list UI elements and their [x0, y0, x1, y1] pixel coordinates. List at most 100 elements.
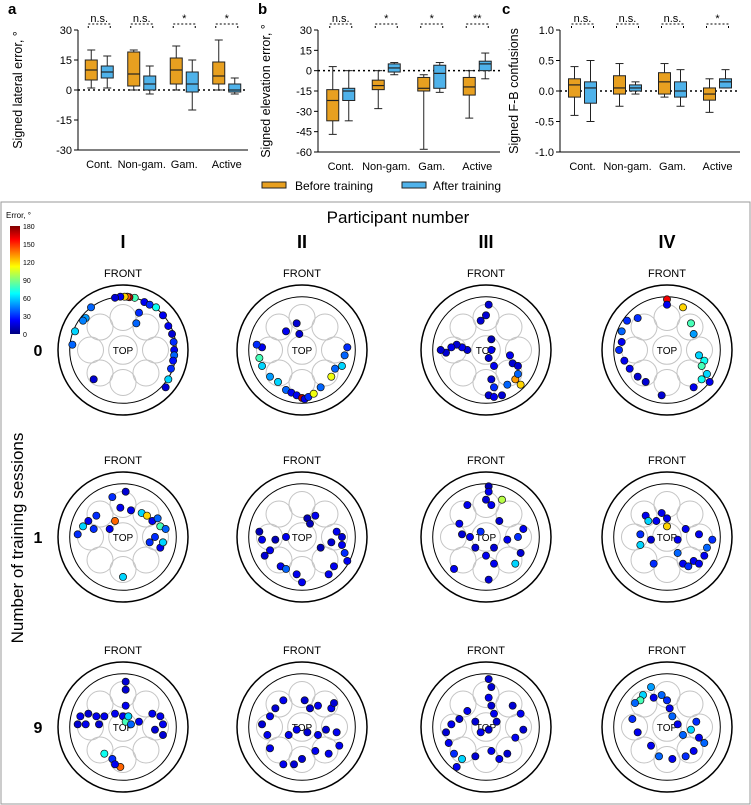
response-point [487, 375, 496, 384]
box-before [568, 78, 581, 98]
map-front-label: FRONT [283, 455, 321, 467]
response-point [503, 535, 512, 544]
map-front-label: FRONT [467, 268, 505, 280]
response-point [164, 375, 173, 384]
response-point [156, 712, 165, 721]
guide-circle [630, 546, 658, 574]
response-point [625, 364, 634, 373]
significance-bracket [87, 23, 111, 28]
response-point [695, 530, 703, 539]
response-point [121, 487, 130, 496]
response-point [687, 319, 695, 328]
row-label: 9 [34, 720, 43, 737]
response-point [298, 755, 306, 763]
colorbar: Error, ° 0 30 60 90 120 150 180 [6, 211, 35, 339]
response-point [697, 362, 706, 370]
response-point [652, 517, 661, 525]
guide-circle [265, 690, 293, 718]
response-point [303, 728, 312, 737]
response-point [258, 362, 266, 370]
response-point [266, 744, 274, 753]
polar-map-row0-IV: FRONT TOP [601, 268, 733, 416]
response-point [636, 541, 645, 549]
response-point [324, 570, 333, 579]
response-point [490, 383, 498, 392]
guide-circle [495, 546, 523, 574]
guide-circle [142, 336, 169, 364]
response-point [145, 538, 154, 547]
response-point [695, 559, 703, 568]
guide-circle [109, 369, 137, 396]
polar-map-row1-I: FRONT TOP [57, 455, 189, 603]
column-label: IV [658, 232, 675, 252]
response-point [636, 530, 645, 539]
guide-circle [288, 491, 316, 518]
response-point [314, 701, 322, 710]
response-point [327, 538, 336, 547]
significance-bracket [571, 23, 594, 28]
response-point [84, 709, 93, 718]
response-point [266, 712, 274, 721]
response-point [463, 501, 472, 509]
colorbar-tick-label: 150 [23, 242, 35, 249]
response-point [306, 704, 314, 713]
response-point [71, 327, 79, 336]
guide-circle [287, 712, 317, 742]
response-point [633, 372, 642, 381]
response-point [482, 311, 490, 320]
response-point [458, 755, 466, 763]
guide-circle [321, 713, 348, 741]
guide-circle [86, 736, 114, 764]
category-label: Cont. [328, 161, 354, 173]
response-point [135, 308, 143, 317]
response-point [111, 760, 119, 769]
significance-bracket [420, 23, 444, 28]
response-point [681, 752, 690, 761]
response-point [511, 559, 520, 568]
response-point [665, 704, 674, 713]
guide-circle [630, 313, 658, 341]
polar-map-row9-II: FRONT TOP [236, 645, 368, 793]
response-point [282, 327, 290, 336]
response-point [76, 712, 85, 721]
polar-map-row0-III: FRONT TOP [420, 268, 552, 416]
map-inner-circle [613, 673, 721, 781]
response-point [124, 712, 133, 721]
y-tick-label: -0.5 [535, 117, 554, 129]
response-point [490, 709, 498, 718]
panel-letter: a [8, 1, 17, 18]
legend: Before training After training [261, 179, 501, 193]
row-label: 0 [34, 343, 43, 360]
response-point [700, 739, 709, 747]
response-point [657, 691, 666, 699]
response-point [309, 389, 318, 398]
box-before [462, 76, 476, 96]
guide-circle [265, 313, 293, 341]
response-point [442, 728, 450, 737]
response-point [322, 725, 330, 734]
response-point [340, 351, 349, 360]
response-point [633, 314, 642, 322]
response-point [508, 701, 517, 710]
guide-circle [449, 500, 477, 528]
y-axis-label: Signed F-B confusions [507, 28, 521, 154]
response-point [132, 319, 141, 328]
response-point [340, 549, 349, 557]
box-before [371, 79, 385, 91]
significance-label: n.s. [133, 13, 151, 25]
response-point [258, 535, 266, 544]
response-point [252, 340, 261, 349]
response-point [121, 685, 130, 694]
guide-circle [630, 359, 658, 387]
map-center-label: TOP [113, 533, 134, 544]
map-inner-circle [432, 296, 540, 404]
box-after [342, 87, 356, 101]
response-point [263, 731, 272, 739]
response-point [466, 533, 474, 541]
map-front-label: FRONT [648, 455, 686, 467]
response-point [89, 525, 98, 533]
category-label: Non-gam. [362, 161, 410, 173]
guide-circle [440, 713, 467, 741]
significance-label: n.s. [332, 13, 350, 25]
